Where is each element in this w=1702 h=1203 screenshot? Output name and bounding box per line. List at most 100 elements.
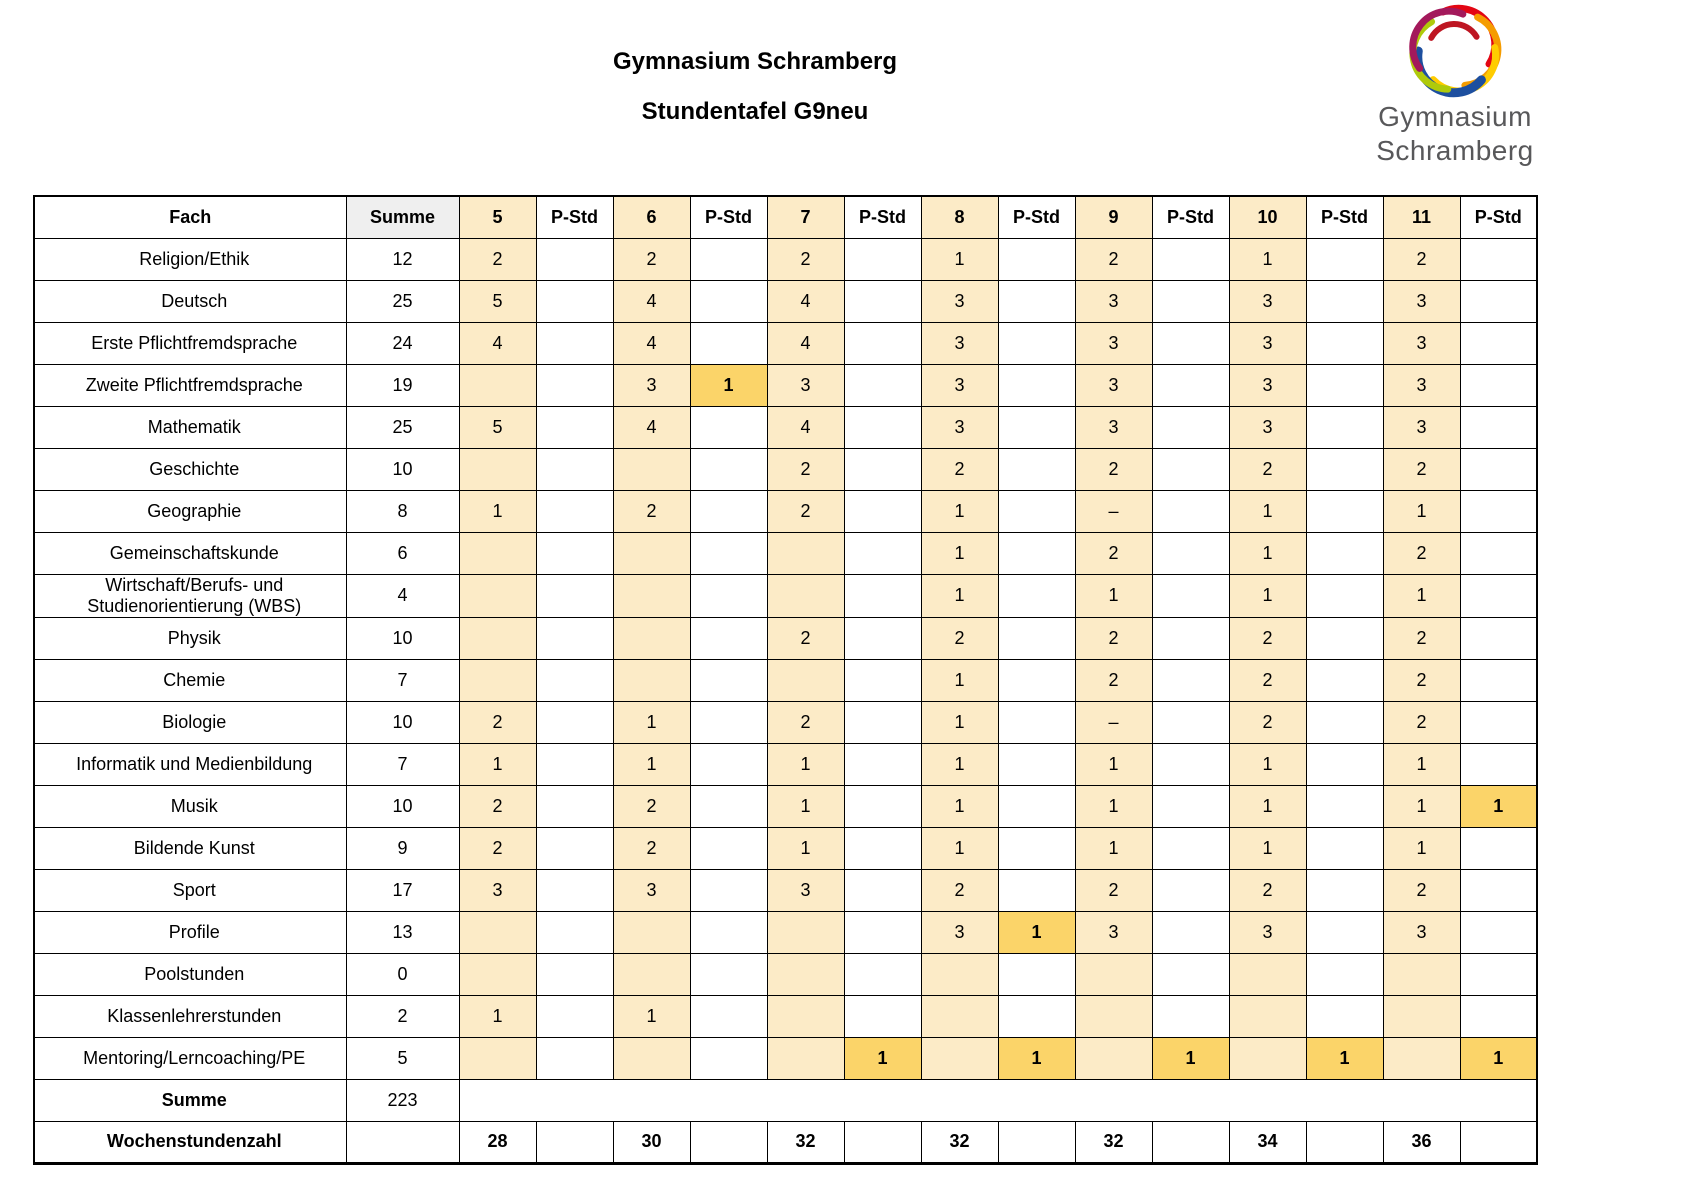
cell-gemeinschaftskunde-g6 [612, 531, 691, 575]
summe-total-empty-span [458, 1078, 1538, 1122]
cell-erste-pflichtfremdsprache-g7: 4 [766, 321, 845, 365]
cell-mentoring-lerncoaching-pe-p8: 1 [997, 1036, 1076, 1080]
summe-value: 7 [345, 658, 460, 702]
cell-erste-pflichtfremdsprache-g10: 3 [1228, 321, 1307, 365]
cell-deutsch-g8: 3 [920, 279, 999, 323]
cell-musik-p7 [843, 784, 922, 828]
fach-label: Sport [33, 868, 347, 912]
cell-bildende-kunst-g5: 2 [458, 826, 537, 870]
cell-physik-g8: 2 [920, 616, 999, 660]
cell-sport-p7 [843, 868, 922, 912]
fach-label: Physik [33, 616, 347, 660]
cell-mathematik-p7 [843, 405, 922, 449]
cell-erste-pflichtfremdsprache-p8 [997, 321, 1076, 365]
cell-bildende-kunst-p6 [689, 826, 768, 870]
cell-zweite-pflichtfremdsprache-p11 [1459, 363, 1538, 407]
cell-religion-ethik-p5 [535, 237, 614, 281]
column-header-pstd-8: P-Std [997, 195, 1076, 239]
cell-profile-p7 [843, 910, 922, 954]
cell-bildende-kunst-p10 [1305, 826, 1384, 870]
row-klassenlehrerstunden: Klassenlehrerstunden 2 1 1 [33, 994, 1538, 1038]
wochenstundenzahl-g9: 32 [1074, 1120, 1153, 1164]
cell-biologie-p5 [535, 700, 614, 744]
fach-label: Zweite Pflichtfremdsprache [33, 363, 347, 407]
cell-mathematik-g10: 3 [1228, 405, 1307, 449]
cell-erste-pflichtfremdsprache-p6 [689, 321, 768, 365]
cell-wirtschaft-berufs-und-studienorientierung-wbs-g8: 1 [920, 573, 999, 618]
cell-religion-ethik-g5: 2 [458, 237, 537, 281]
wochenstundenzahl-g8: 32 [920, 1120, 999, 1164]
cell-physik-p6 [689, 616, 768, 660]
cell-musik-p5 [535, 784, 614, 828]
school-logo-knot-icon [1409, 4, 1502, 98]
cell-mentoring-lerncoaching-pe-g11 [1382, 1036, 1461, 1080]
cell-musik-p6 [689, 784, 768, 828]
cell-zweite-pflichtfremdsprache-g8: 3 [920, 363, 999, 407]
row-biologie: Biologie 10 2 1 2 1–2 2 [33, 700, 1538, 744]
row-informatik-und-medienbildung: Informatik und Medienbildung 7 1 1 1 1 1 1 1 [33, 742, 1538, 786]
cell-geschichte-g11: 2 [1382, 447, 1461, 491]
cell-geschichte-p10 [1305, 447, 1384, 491]
cell-erste-pflichtfremdsprache-p7 [843, 321, 922, 365]
cell-gemeinschaftskunde-p5 [535, 531, 614, 575]
cell-physik-p8 [997, 616, 1076, 660]
column-header-5: 5 [458, 195, 537, 239]
row-religion-ethik: Religion/Ethik 12 2 2 2 1 2 1 2 [33, 237, 1538, 281]
cell-deutsch-g6: 4 [612, 279, 691, 323]
cell-musik-g6: 2 [612, 784, 691, 828]
cell-profile-p9 [1151, 910, 1230, 954]
cell-geschichte-p6 [689, 447, 768, 491]
cell-profile-p5 [535, 910, 614, 954]
cell-geographie-p5 [535, 489, 614, 533]
cell-wirtschaft-berufs-und-studienorientierung-wbs-g9: 1 [1074, 573, 1153, 618]
cell-bildende-kunst-g9: 1 [1074, 826, 1153, 870]
column-header-pstd-7: P-Std [843, 195, 922, 239]
fach-label: Mathematik [33, 405, 347, 449]
cell-biologie-g8: 1 [920, 700, 999, 744]
row-wirtschaft-berufs-und-studienorientierung-wbs: Wirtschaft/Berufs- und Studienorientieru… [33, 573, 1538, 618]
cell-profile-g9: 3 [1074, 910, 1153, 954]
table-header: Fach Summe 5 P-Std 6 P-Std 7 P-Std 8 P-Std 9 P-Std 1… [33, 195, 1538, 239]
cell-musik-p10 [1305, 784, 1384, 828]
summe-value: 24 [345, 321, 460, 365]
fach-label: Chemie [33, 658, 347, 702]
cell-wirtschaft-berufs-und-studienorientierung-wbs-p10 [1305, 573, 1384, 618]
page-subtitle: Stundentafel G9neu [641, 98, 869, 125]
cell-musik-g11: 1 [1382, 784, 1461, 828]
fach-label: Poolstunden [33, 952, 347, 996]
cell-deutsch-g10: 3 [1228, 279, 1307, 323]
cell-informatik-und-medienbildung-g9: 1 [1074, 742, 1153, 786]
cell-poolstunden-p5 [535, 952, 614, 996]
cell-wirtschaft-berufs-und-studienorientierung-wbs-g7 [766, 573, 845, 618]
cell-deutsch-p9 [1151, 279, 1230, 323]
cell-wirtschaft-berufs-und-studienorientierung-wbs-p6 [689, 573, 768, 618]
cell-erste-pflichtfremdsprache-g5: 4 [458, 321, 537, 365]
cell-sport-p5 [535, 868, 614, 912]
wochenstundenzahl-p8 [997, 1120, 1076, 1164]
cell-profile-g11: 3 [1382, 910, 1461, 954]
fach-label: Gemeinschaftskunde [33, 531, 347, 575]
cell-informatik-und-medienbildung-p5 [535, 742, 614, 786]
logo-line-2: Schramberg [1376, 135, 1534, 166]
cell-informatik-und-medienbildung-g6: 1 [612, 742, 691, 786]
cell-gemeinschaftskunde-p10 [1305, 531, 1384, 575]
cell-erste-pflichtfremdsprache-g11: 3 [1382, 321, 1461, 365]
cell-informatik-und-medienbildung-g10: 1 [1228, 742, 1307, 786]
cell-physik-g6 [612, 616, 691, 660]
cell-deutsch-p8 [997, 279, 1076, 323]
cell-geographie-p7 [843, 489, 922, 533]
cell-deutsch-p7 [843, 279, 922, 323]
cell-informatik-und-medienbildung-g5: 1 [458, 742, 537, 786]
cell-klassenlehrerstunden-g5: 1 [458, 994, 537, 1038]
column-header-8: 8 [920, 195, 999, 239]
cell-klassenlehrerstunden-p9 [1151, 994, 1230, 1038]
cell-sport-p9 [1151, 868, 1230, 912]
cell-deutsch-p5 [535, 279, 614, 323]
cell-erste-pflichtfremdsprache-g8: 3 [920, 321, 999, 365]
cell-poolstunden-p7 [843, 952, 922, 996]
column-header-pstd-5: P-Std [535, 195, 614, 239]
cell-profile-g6 [612, 910, 691, 954]
fach-label: Bildende Kunst [33, 826, 347, 870]
column-header-7: 7 [766, 195, 845, 239]
cell-zweite-pflichtfremdsprache-g9: 3 [1074, 363, 1153, 407]
